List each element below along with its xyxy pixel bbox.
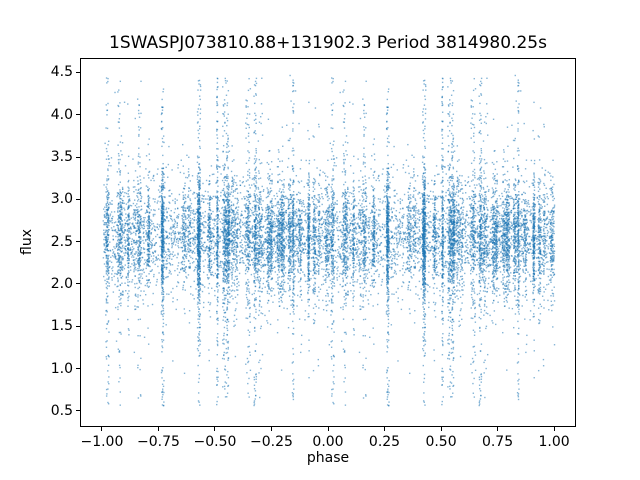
x-tick-label: −0.25 [250,434,293,450]
y-tick-label: 1.5 [50,318,73,335]
y-tick-label: 3.5 [50,149,73,166]
x-tick-label: 0.75 [481,434,514,450]
y-tick-label: 4.5 [50,64,73,81]
x-tick-mark [440,427,442,431]
x-tick-label: 0.00 [312,434,344,450]
y-axis-label: flux [19,229,35,255]
x-tick-mark [214,427,216,431]
x-tick-label: −0.50 [193,434,237,450]
x-tick-mark [384,427,386,431]
y-tick-label: 1.0 [50,360,73,377]
x-tick-label: 1.00 [538,434,570,450]
x-tick-mark [497,427,499,431]
x-tick-mark [157,427,159,431]
y-tick-label: 2.0 [50,275,73,292]
x-tick-mark [270,427,272,431]
x-tick-label: 0.50 [425,434,457,450]
x-tick-mark [327,427,329,431]
x-tick-label: 0.25 [368,434,401,450]
x-axis-label: phase [306,450,350,466]
x-tick-mark [101,427,103,431]
scatter-points-canvas [81,59,575,426]
y-tick-label: 4.0 [50,106,73,123]
y-tick-label: 3.0 [50,191,73,208]
chart-title: 1SWASPJ073810.88+131902.3 Period 3814980… [109,33,547,53]
x-tick-mark [553,427,555,431]
x-tick-label: −0.75 [136,434,180,450]
x-tick-label: −1.00 [80,434,124,450]
plot-area [80,58,576,427]
y-tick-label: 0.5 [50,402,73,419]
